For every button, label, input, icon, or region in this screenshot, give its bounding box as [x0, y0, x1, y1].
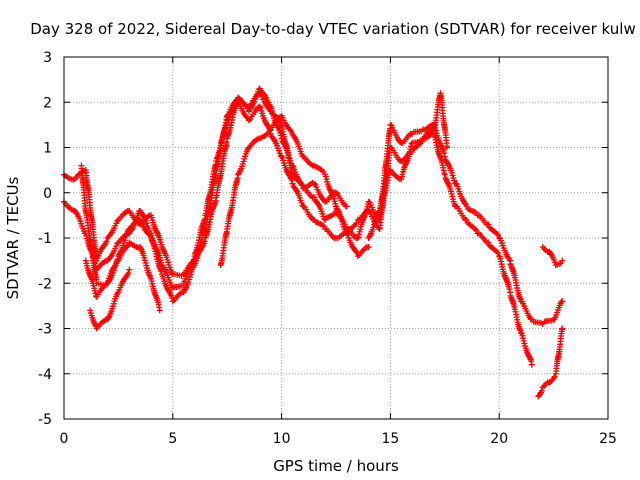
data-points [61, 85, 566, 400]
y-tick-label: -1 [38, 231, 52, 247]
series-track-1 [61, 90, 566, 327]
data-point-fill [103, 238, 110, 245]
data-point-fill [551, 373, 558, 380]
x-tick-label: 25 [599, 431, 617, 447]
y-tick-label: 1 [43, 141, 52, 157]
data-point-fill [288, 177, 295, 184]
data-point-fill [201, 238, 208, 245]
data-point [463, 216, 470, 223]
data-point [278, 153, 285, 160]
data-point [156, 307, 163, 314]
data-point-fill [538, 387, 545, 394]
data-point-fill [528, 358, 535, 365]
data-point [126, 266, 133, 273]
series-track-3 [78, 85, 350, 305]
data-point-fill [114, 290, 121, 297]
data-point [559, 325, 566, 332]
y-tick-label: 3 [43, 50, 52, 66]
data-point-fill [298, 181, 305, 188]
data-point [311, 194, 318, 201]
data-point [559, 298, 566, 305]
x-tick-label: 0 [60, 431, 69, 447]
data-point [289, 162, 296, 169]
y-tick-label: -3 [38, 322, 52, 338]
data-point [485, 221, 492, 228]
data-point-fill [277, 132, 284, 139]
y-ticks: -5 -4 -3 -2 -1 0 1 2 3 [38, 50, 608, 428]
data-point-fill [494, 249, 501, 256]
data-point-fill [353, 220, 360, 227]
y-tick-label: -4 [38, 367, 52, 383]
data-point-fill [494, 231, 501, 238]
series-track-9 [539, 244, 566, 269]
x-ticks: 0 5 10 15 20 25 [60, 57, 617, 447]
series-track-6 [217, 112, 372, 269]
data-point [365, 198, 372, 205]
y-tick-label: 2 [43, 95, 52, 111]
data-point-fill [146, 272, 153, 279]
data-point [311, 180, 318, 187]
y-tick-label: -2 [38, 276, 52, 292]
series-track-4 [82, 239, 163, 314]
data-point-fill [473, 227, 480, 234]
data-point-fill [124, 243, 131, 250]
data-point-fill [461, 200, 468, 207]
chart-title: Day 328 of 2022, Sidereal Day-to-day VTE… [30, 20, 635, 38]
series-track-7 [365, 90, 450, 241]
x-tick-label: 5 [168, 431, 177, 447]
data-point [528, 361, 535, 368]
data-point-fill [125, 270, 132, 277]
x-tick-label: 10 [273, 431, 291, 447]
data-point-fill [287, 127, 294, 134]
data-point [343, 203, 350, 210]
x-tick-label: 15 [381, 431, 399, 447]
series-track-8 [535, 325, 566, 400]
data-point-fill [441, 150, 448, 157]
data-point-fill [145, 231, 152, 238]
data-point-fill [299, 182, 306, 189]
y-tick-label: 0 [43, 186, 52, 202]
x-tick-label: 20 [490, 431, 508, 447]
data-point [485, 239, 492, 246]
y-axis-label: SDTVAR / TECUs [4, 176, 22, 299]
data-point [443, 144, 450, 151]
y-tick-label: -5 [38, 412, 52, 428]
data-point-fill [375, 208, 382, 215]
series-track-5 [87, 266, 133, 332]
data-point [441, 171, 448, 178]
data-point [559, 257, 566, 264]
x-axis-label: GPS time / hours [273, 457, 399, 475]
data-point [365, 207, 372, 214]
data-point [365, 244, 372, 251]
data-point [87, 307, 94, 314]
